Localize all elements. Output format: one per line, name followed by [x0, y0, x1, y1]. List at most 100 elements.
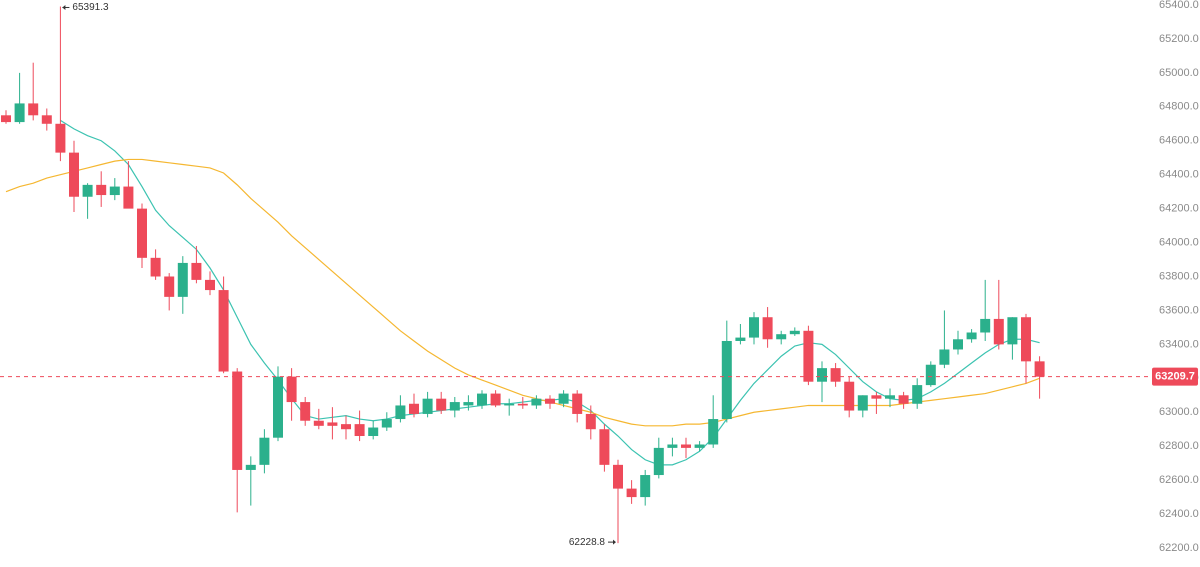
candle-body — [259, 437, 270, 465]
candle-body — [925, 364, 936, 386]
candle-body — [735, 337, 746, 341]
candle-body — [218, 290, 229, 372]
y-tick-label: 64200.0 — [1159, 203, 1199, 215]
candle-body — [844, 381, 855, 411]
y-tick-label: 63400.0 — [1159, 338, 1199, 350]
candle-body — [1, 115, 11, 123]
candle-body — [694, 444, 705, 448]
candle-body — [232, 371, 243, 470]
candle-body — [857, 395, 868, 411]
candle-body — [191, 262, 202, 280]
candle-body — [681, 444, 691, 448]
last-price-box — [1152, 367, 1198, 386]
candle-body — [980, 318, 991, 333]
candle-body — [477, 393, 487, 406]
candle-body — [708, 419, 719, 445]
y-tick-label: 62600.0 — [1159, 474, 1199, 486]
annotation-arrowhead — [613, 539, 616, 545]
y-tick-label: 63800.0 — [1159, 270, 1199, 282]
candle-body — [300, 402, 311, 421]
y-tick-label: 64800.0 — [1159, 101, 1199, 113]
candle-body — [205, 279, 215, 291]
y-tick-label: 63600.0 — [1159, 304, 1199, 316]
moving-average-line — [5, 158, 1040, 427]
y-tick-label: 64000.0 — [1159, 236, 1199, 248]
candle-body — [395, 405, 406, 420]
annotation-arrowhead — [62, 4, 66, 10]
last-price-label: 63209.7 — [1155, 371, 1195, 383]
candle-body — [368, 427, 379, 437]
candle-body — [517, 403, 528, 406]
candle-body — [531, 398, 542, 406]
candle-body — [830, 368, 841, 382]
y-tick-label: 65200.0 — [1159, 33, 1199, 45]
y-tick-label: 65000.0 — [1159, 67, 1199, 79]
candle-body — [381, 419, 392, 428]
candle-body — [327, 422, 338, 426]
y-tick-label: 64600.0 — [1159, 135, 1199, 147]
candle-body — [1007, 317, 1018, 345]
candle-body — [490, 393, 501, 406]
candle-body — [41, 115, 52, 124]
candle-body — [721, 340, 732, 420]
candle-body — [558, 393, 569, 404]
candle-body — [150, 257, 161, 277]
candle-body — [667, 444, 678, 448]
candle-body — [341, 424, 351, 430]
min-price-label: 62228.8 — [569, 537, 606, 548]
candle-body — [123, 186, 134, 209]
candle-body — [409, 403, 419, 414]
candle-body — [313, 420, 324, 426]
y-tick-label: 62800.0 — [1159, 440, 1199, 452]
candle-body — [789, 330, 800, 335]
y-tick-label: 62200.0 — [1159, 542, 1199, 554]
candle-body — [939, 349, 950, 365]
y-tick-label: 63000.0 — [1159, 406, 1199, 418]
candle-body — [613, 464, 623, 489]
candle-body — [286, 376, 297, 403]
candle-body — [164, 276, 175, 297]
candle-body — [572, 393, 583, 414]
candle-body — [436, 398, 447, 411]
candle-body — [273, 376, 283, 438]
candle-body — [1021, 317, 1031, 362]
candle-body — [96, 184, 107, 196]
candle-body — [463, 402, 474, 406]
candle-body — [912, 385, 923, 404]
candle-body — [82, 184, 93, 197]
candle-body — [449, 402, 460, 411]
candle-body — [626, 488, 637, 498]
candle-body — [817, 368, 827, 382]
candle-body — [762, 317, 773, 340]
candle-body — [177, 262, 188, 297]
candle-body — [993, 318, 1004, 345]
max-price-label: 65391.3 — [72, 2, 109, 13]
candle-body — [14, 103, 25, 123]
candle-body — [953, 339, 963, 350]
candle-body — [545, 398, 555, 404]
candle-body — [966, 332, 977, 340]
candle-body — [885, 395, 895, 399]
candle-body — [898, 395, 909, 404]
y-tick-label: 65400.0 — [1159, 0, 1199, 11]
y-tick-label: 62400.0 — [1159, 508, 1199, 520]
candle-body — [585, 413, 596, 430]
candle-body — [354, 424, 365, 437]
candle-body — [28, 103, 39, 116]
candle-body — [504, 403, 515, 406]
candle-body — [137, 208, 147, 258]
moving-average-line — [60, 119, 1040, 466]
candle-body — [653, 447, 664, 476]
candle-body — [749, 317, 759, 338]
candle-body — [1034, 361, 1045, 377]
candle-body — [640, 475, 651, 498]
candle-body — [422, 398, 433, 414]
candle-body — [599, 429, 610, 465]
candle-body — [776, 334, 787, 340]
candle-body — [109, 186, 120, 196]
y-tick-label: 64400.0 — [1159, 169, 1199, 181]
candle-body — [69, 152, 79, 197]
candle-body — [55, 123, 66, 153]
